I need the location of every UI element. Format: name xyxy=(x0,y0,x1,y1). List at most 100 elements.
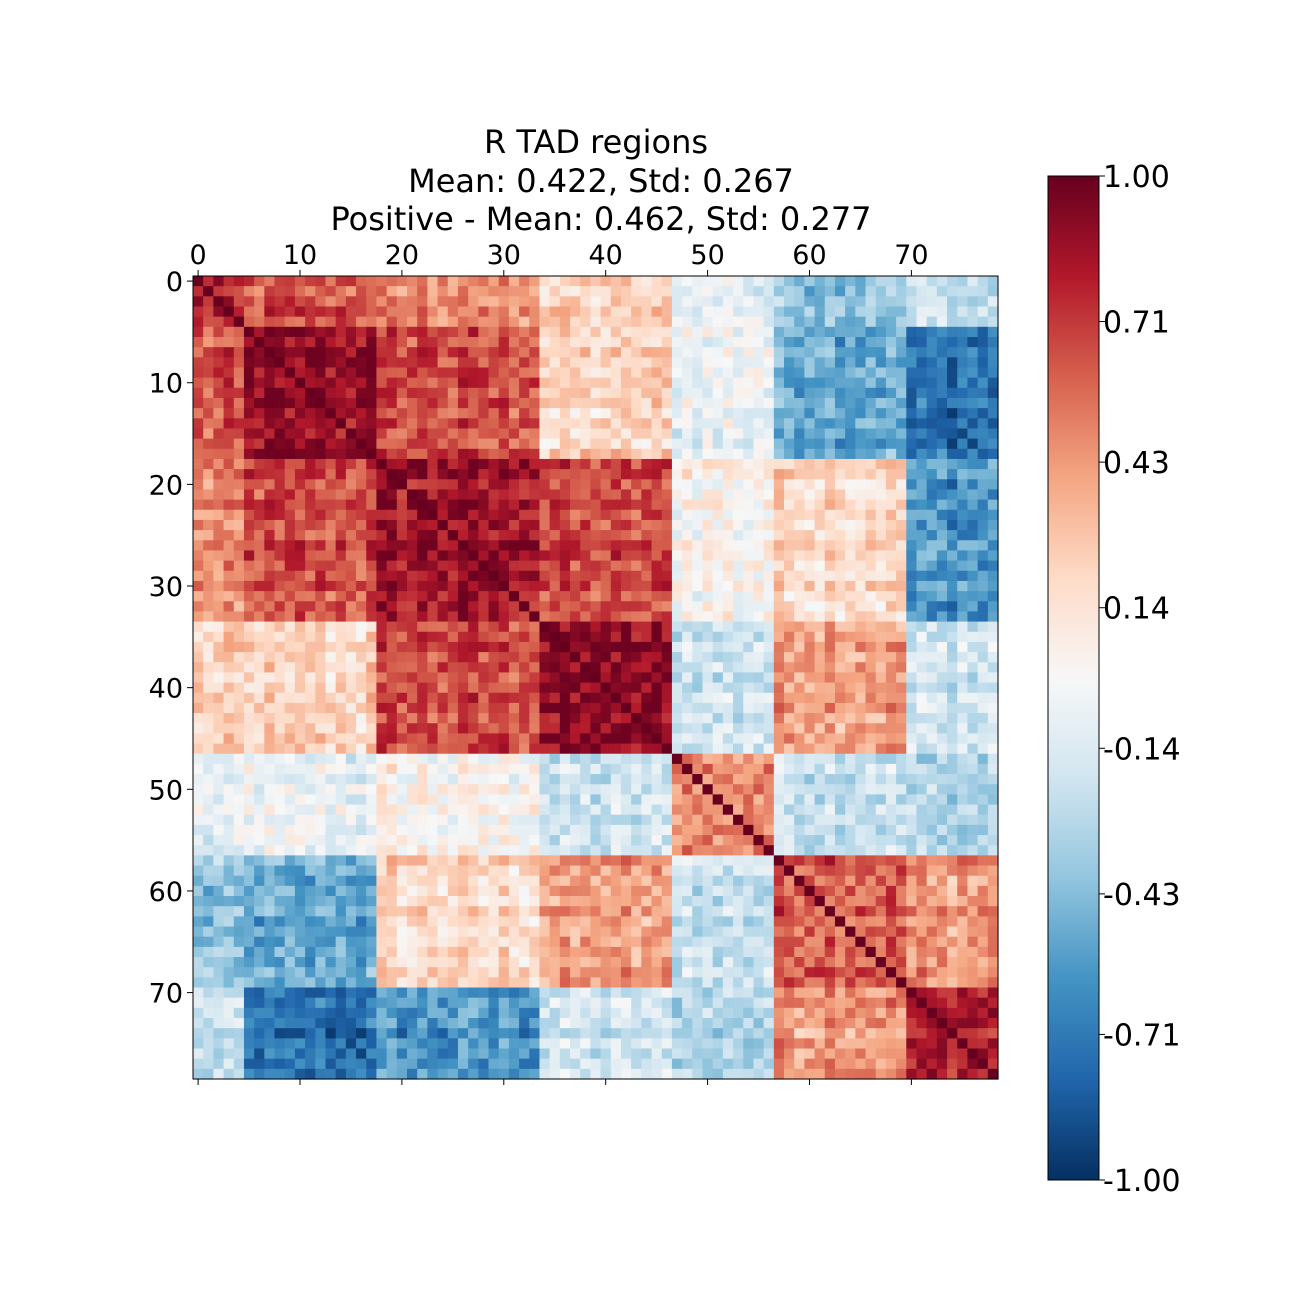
heatmap-cell xyxy=(213,428,225,440)
heatmap-cell xyxy=(834,479,846,491)
heatmap-cell xyxy=(580,845,592,856)
heatmap-cell xyxy=(193,906,204,917)
heatmap-cell xyxy=(406,469,418,480)
heatmap-cell xyxy=(345,885,357,897)
heatmap-cell xyxy=(753,286,765,297)
heatmap-cell xyxy=(508,733,520,745)
heatmap-cell xyxy=(203,631,214,643)
heatmap-cell xyxy=(631,448,642,460)
heatmap-cell xyxy=(519,428,530,440)
heatmap-cell xyxy=(926,296,938,308)
heatmap-cell xyxy=(834,743,846,755)
heatmap-cell xyxy=(498,672,510,684)
heatmap-cell xyxy=(947,753,958,765)
heatmap-cell xyxy=(814,519,826,531)
heatmap-cell xyxy=(692,794,704,806)
heatmap-cell xyxy=(753,367,765,379)
heatmap-cell xyxy=(570,306,581,318)
heatmap-cell xyxy=(284,296,296,308)
heatmap-cell xyxy=(447,641,459,653)
heatmap-cell xyxy=(223,784,235,795)
heatmap-cell xyxy=(641,814,653,826)
heatmap-cell xyxy=(305,560,316,572)
heatmap-cell xyxy=(406,824,418,836)
heatmap-cell xyxy=(254,814,265,826)
heatmap-cell xyxy=(570,336,581,348)
heatmap-cell xyxy=(896,784,907,795)
heatmap-cell xyxy=(753,733,765,745)
heatmap-cell xyxy=(213,692,225,704)
heatmap-cell xyxy=(549,336,561,348)
heatmap-cell xyxy=(702,885,714,897)
heatmap-cell xyxy=(600,652,612,663)
heatmap-cell xyxy=(193,621,204,633)
heatmap-cell xyxy=(264,367,276,379)
heatmap-cell xyxy=(641,601,653,613)
heatmap-cell xyxy=(855,855,867,867)
heatmap-cell xyxy=(549,743,561,755)
heatmap-cell xyxy=(784,560,795,572)
heatmap-cell xyxy=(722,743,734,755)
heatmap-cell xyxy=(488,316,500,328)
heatmap-cell xyxy=(325,458,337,470)
heatmap-cell xyxy=(325,652,337,663)
heatmap-cell xyxy=(712,408,724,419)
heatmap-cell xyxy=(804,296,816,308)
heatmap-cell xyxy=(631,347,642,358)
heatmap-cell xyxy=(274,743,286,755)
heatmap-cell xyxy=(243,306,255,318)
heatmap-cell xyxy=(916,550,928,562)
heatmap-cell xyxy=(305,662,316,674)
heatmap-cell xyxy=(651,652,663,663)
heatmap-cell xyxy=(488,621,500,633)
heatmap-cell xyxy=(508,906,520,917)
heatmap-cell xyxy=(865,408,877,419)
heatmap-cell xyxy=(936,377,948,389)
heatmap-cell xyxy=(671,743,683,755)
heatmap-cell xyxy=(539,499,551,511)
heatmap-cell xyxy=(651,814,663,826)
heatmap-cell xyxy=(773,458,785,470)
heatmap-cell xyxy=(865,763,877,775)
heatmap-cell xyxy=(651,418,663,430)
heatmap-cell xyxy=(834,814,846,826)
heatmap-cell xyxy=(926,875,938,887)
heatmap-cell xyxy=(498,418,510,430)
heatmap-cell xyxy=(284,336,296,348)
heatmap-cell xyxy=(529,743,541,755)
heatmap-cell xyxy=(957,316,969,328)
heatmap-cell xyxy=(345,458,357,470)
heatmap-cell xyxy=(366,580,378,592)
heatmap-cell xyxy=(233,367,245,379)
heatmap-cell xyxy=(213,530,225,541)
heatmap-cell xyxy=(631,662,642,674)
heatmap-cell xyxy=(722,276,734,287)
heatmap-cell xyxy=(651,672,663,684)
heatmap-cell xyxy=(814,652,826,663)
heatmap-cell xyxy=(233,377,245,389)
heatmap-cell xyxy=(794,306,805,318)
heatmap-cell xyxy=(753,743,765,755)
heatmap-cell xyxy=(376,774,388,785)
heatmap-cell xyxy=(814,367,826,379)
heatmap-cell xyxy=(590,611,602,623)
heatmap-cell xyxy=(896,723,907,734)
heatmap-cell xyxy=(916,377,928,389)
heatmap-cell xyxy=(335,357,347,369)
heatmap-cell xyxy=(386,276,398,287)
heatmap-cell xyxy=(987,560,999,572)
heatmap-cell xyxy=(855,570,867,582)
heatmap-cell xyxy=(773,631,785,643)
heatmap-cell xyxy=(284,570,296,582)
heatmap-cell xyxy=(834,580,846,592)
heatmap-cell xyxy=(610,540,622,552)
heatmap-cell xyxy=(773,763,785,775)
heatmap-cell xyxy=(447,753,459,765)
heatmap-cell xyxy=(947,336,958,348)
heatmap-cell xyxy=(447,550,459,562)
heatmap-cell xyxy=(223,682,235,694)
heatmap-cell xyxy=(519,692,530,704)
heatmap-cell xyxy=(824,499,836,511)
heatmap-cell xyxy=(549,835,561,846)
heatmap-cell xyxy=(763,296,775,308)
